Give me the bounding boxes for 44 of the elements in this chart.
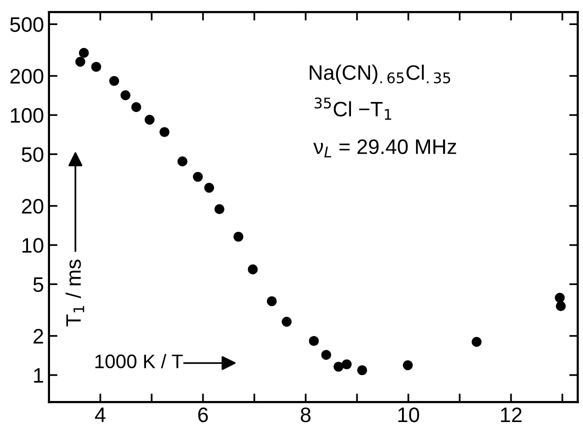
point: [160, 127, 170, 138]
y-tick-label: 2: [34, 328, 44, 344]
y-tick-label: 500: [10, 17, 44, 32]
point: [91, 62, 102, 72]
x-tick-label: 4: [94, 408, 106, 422]
y-tick-label: 5: [33, 277, 44, 292]
point: [233, 232, 244, 242]
x-tick-label: 8: [300, 407, 311, 422]
point: [248, 264, 258, 274]
point: [144, 114, 155, 125]
point: [556, 301, 566, 312]
point: [321, 350, 332, 360]
x-tick-label: 12: [501, 407, 522, 422]
point: [192, 172, 203, 182]
y-axis-title: T$_{1}$ / ms: [66, 260, 84, 326]
y-tick-label: 1: [34, 368, 44, 383]
point: [78, 48, 89, 58]
point: [308, 336, 319, 346]
point: [214, 204, 224, 214]
point: [342, 359, 352, 370]
annotation: ν$_{L}$ = 29.40 MHz: [313, 139, 456, 158]
annotation: Na(CN)$_{.65}$Cl$_{.35}$: [310, 64, 450, 84]
point: [75, 56, 86, 67]
point: [472, 336, 482, 347]
x-tick-label: 6: [198, 407, 208, 422]
point: [109, 76, 120, 86]
point: [131, 102, 142, 112]
point: [334, 362, 344, 372]
x-tick-label: 10: [398, 407, 420, 422]
point: [357, 365, 368, 376]
y-tick-label: 200: [10, 68, 44, 84]
x-axis-title: 1000 K / T: [95, 354, 183, 368]
y-tick-label: 20: [22, 198, 44, 214]
annotation: $^{35}$Cl −T$_{1}$: [314, 98, 392, 120]
point: [554, 292, 565, 303]
point: [204, 182, 214, 193]
point: [266, 296, 277, 306]
y-tick-label: 50: [22, 147, 44, 162]
y-tick-label: 10: [22, 238, 44, 253]
point: [120, 90, 130, 100]
y-tick-label: 100: [10, 108, 44, 123]
point: [282, 316, 292, 327]
point: [402, 360, 413, 370]
point: [177, 156, 188, 166]
